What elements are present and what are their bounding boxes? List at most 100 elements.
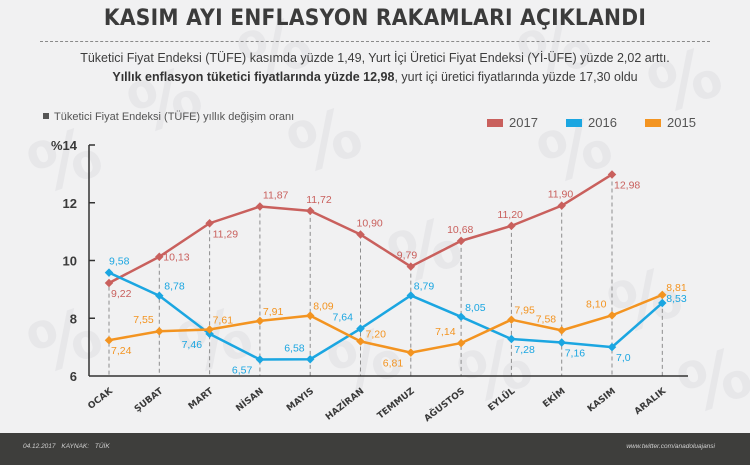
data-label-2017: 11,29 — [213, 228, 239, 240]
data-point-2015 — [356, 337, 365, 346]
data-point-2017 — [305, 206, 315, 216]
footer-date: 04.12.2017 — [23, 443, 56, 450]
data-point-2015 — [658, 290, 667, 300]
data-label-2016: 7,0 — [616, 352, 631, 364]
data-label-2017: 12,98 — [614, 179, 640, 191]
data-label-2017: 10,68 — [447, 224, 473, 236]
legend-item-2016: 2016 — [566, 115, 645, 130]
x-tick-label: OCAK — [86, 386, 115, 412]
page-title: KASIM AYI ENFLASYON RAKAMLARI AÇIKLANDI — [103, 6, 647, 31]
data-point-2016 — [456, 312, 466, 322]
x-tick-label: HAZİRAN — [323, 386, 366, 423]
legend-swatch-2017 — [487, 118, 503, 127]
data-point-2016 — [507, 334, 516, 344]
data-point-2016 — [658, 298, 667, 308]
data-label-2015: 7,61 — [213, 315, 234, 327]
y-tick-label: 8 — [70, 311, 77, 326]
line-chart: 6 8 10 12 %14 OCAK ŞUBAT MART NİSAN MAYIS HAZİRAN T… — [51, 138, 688, 424]
x-tick-label: NİSAN — [234, 386, 266, 414]
data-label-2016: 7,28 — [514, 344, 535, 356]
data-point-2017 — [356, 230, 365, 239]
series-line-2016 — [108, 271, 664, 361]
y-tick-label: 10 — [63, 254, 77, 269]
data-label-2015: 8,09 — [313, 301, 334, 313]
data-label-2017: 11,20 — [497, 209, 523, 221]
chart-legend: 2017 2016 2015 — [487, 115, 724, 130]
data-label-2016: 6,57 — [232, 365, 253, 377]
data-point-2016 — [104, 268, 114, 277]
data-label-2016: 7,16 — [565, 348, 586, 360]
data-point-2016 — [155, 291, 164, 300]
data-point-2016 — [557, 338, 566, 347]
legend-label: 2016 — [588, 115, 617, 130]
chart-title: Tüketici Fiyat Endeksi (TÜFE) yıllık değ… — [43, 111, 294, 123]
title-divider — [40, 41, 710, 42]
data-point-2015 — [456, 338, 466, 348]
x-tick-label: KASIM — [586, 386, 618, 414]
data-label-2015: 7,58 — [536, 313, 557, 325]
data-point-2015 — [607, 311, 617, 320]
data-label-2015: 7,20 — [366, 328, 387, 340]
data-point-2015 — [155, 327, 164, 336]
x-tick-label: AĞUSTOS — [421, 385, 467, 424]
data-label-2017: 11,87 — [263, 190, 289, 202]
data-point-2017 — [205, 219, 214, 228]
data-point-2015 — [406, 348, 416, 357]
data-point-2017 — [456, 236, 466, 246]
footer-source: 04.12.2017 KAYNAK: TÜİK — [23, 443, 110, 450]
data-label-2015: 7,95 — [514, 305, 535, 317]
series-line-2015 — [108, 293, 663, 354]
subtitle-line-1: Tüketici Fiyat Endeksi (TÜFE) kasımda yü… — [80, 51, 670, 65]
subtitle-highlight: Yıllık enflasyon tüketici fiyatlarında y… — [112, 70, 395, 84]
legend-item-2015: 2015 — [645, 115, 724, 130]
data-label-2017: 10,90 — [357, 218, 383, 230]
data-label-2016: 8,53 — [666, 293, 687, 305]
data-point-2017 — [507, 221, 516, 231]
x-tick-label: MAYIS — [285, 386, 316, 413]
data-point-2015 — [205, 325, 214, 334]
x-tick-label: ARALIK — [633, 386, 669, 417]
data-label-2016: 7,46 — [182, 339, 203, 351]
x-tick-label: TEMMUZ — [376, 386, 417, 421]
data-point-2015 — [557, 326, 566, 335]
subtitle-rest: , yurt içi üretici fiyatlarında yüzde 17… — [394, 70, 638, 84]
data-label-2017: 11,72 — [306, 194, 332, 206]
data-label-2017: 11,90 — [548, 189, 574, 201]
data-label-2016: 8,05 — [465, 302, 486, 314]
data-point-2016 — [205, 329, 214, 339]
square-bullet-icon — [43, 113, 49, 119]
data-point-2017 — [255, 202, 265, 211]
data-label-2015: 6,81 — [383, 358, 404, 370]
data-point-2016 — [255, 355, 265, 364]
data-label-2015: 7,55 — [133, 314, 154, 326]
data-label-2016: 7,64 — [333, 312, 354, 324]
data-point-2016 — [607, 342, 617, 352]
footer-bar: 04.12.2017 KAYNAK: TÜİK www.twitter.com/… — [0, 433, 750, 465]
data-point-2017 — [155, 252, 164, 261]
x-tick-label: MART — [187, 386, 216, 412]
x-tick-label: EKİM — [541, 386, 568, 410]
data-label-2016: 9,58 — [109, 256, 130, 268]
x-tick-label: EYLÜL — [486, 386, 518, 414]
data-point-2015 — [104, 335, 114, 345]
legend-swatch-2015 — [645, 118, 661, 127]
legend-label: 2017 — [509, 115, 538, 130]
x-tick-label: ŞUBAT — [133, 386, 166, 415]
y-tick-label: 6 — [70, 369, 77, 384]
data-label-2015: 7,14 — [435, 326, 456, 338]
data-label-2015: 8,81 — [666, 282, 687, 294]
data-point-2016 — [356, 324, 365, 333]
data-point-2016 — [305, 355, 315, 364]
data-point-2015 — [507, 315, 516, 324]
data-label-2015: 7,91 — [263, 306, 284, 318]
data-label-2015: 7,24 — [111, 345, 132, 357]
legend-label: 2015 — [667, 115, 696, 130]
data-label-2016: 8,79 — [414, 280, 435, 292]
data-label-2016: 8,78 — [164, 281, 185, 293]
data-label-2017: 9,22 — [111, 288, 132, 300]
y-tick-label: 12 — [63, 196, 77, 211]
chart-title-text: Tüketici Fiyat Endeksi (TÜFE) yıllık değ… — [54, 111, 295, 123]
data-point-2016 — [406, 291, 416, 300]
y-tick-label: %14 — [51, 138, 78, 153]
subtitle-line-2: Yıllık enflasyon tüketici fiyatlarında y… — [0, 70, 750, 84]
